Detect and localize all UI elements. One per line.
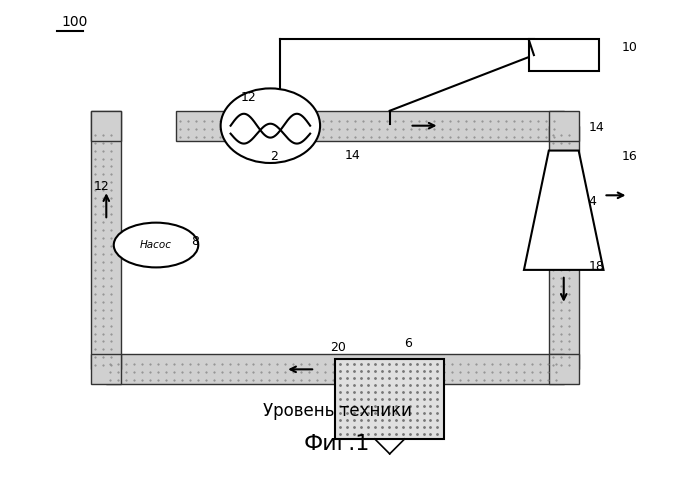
Polygon shape	[524, 150, 603, 270]
FancyBboxPatch shape	[176, 111, 563, 140]
FancyBboxPatch shape	[335, 360, 444, 439]
Text: Уровень техники: Уровень техники	[263, 402, 411, 420]
Text: 14: 14	[345, 148, 361, 162]
FancyBboxPatch shape	[549, 126, 579, 370]
Text: 8: 8	[191, 235, 199, 248]
Text: Фиг.1: Фиг.1	[304, 434, 370, 454]
FancyBboxPatch shape	[92, 111, 121, 140]
Ellipse shape	[114, 222, 198, 268]
Text: 12: 12	[241, 91, 256, 104]
Text: 16: 16	[621, 150, 637, 164]
Text: 100: 100	[61, 15, 88, 29]
Text: 14: 14	[588, 120, 605, 134]
Text: 10: 10	[621, 41, 638, 54]
Ellipse shape	[220, 88, 320, 163]
Text: 2: 2	[270, 150, 278, 164]
Text: Насос: Насос	[140, 240, 172, 250]
FancyBboxPatch shape	[549, 354, 579, 384]
FancyBboxPatch shape	[92, 111, 121, 370]
Text: 6: 6	[404, 338, 412, 350]
FancyBboxPatch shape	[92, 354, 121, 384]
FancyBboxPatch shape	[529, 39, 599, 71]
Text: 12: 12	[94, 180, 109, 194]
FancyBboxPatch shape	[106, 354, 563, 384]
Text: 20: 20	[330, 342, 346, 354]
Text: 18: 18	[588, 260, 605, 273]
Text: 4: 4	[588, 195, 596, 208]
FancyBboxPatch shape	[549, 111, 579, 140]
